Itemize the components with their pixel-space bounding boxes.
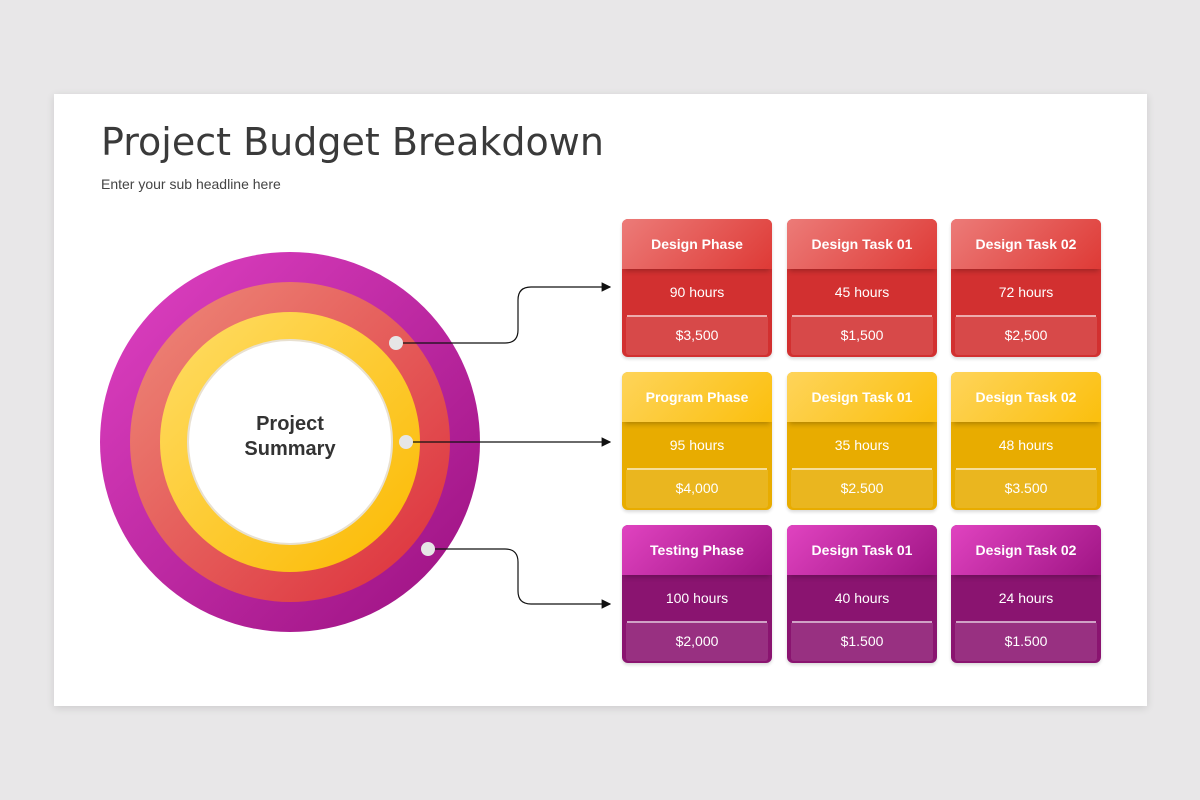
budget-card: Program Phase 95 hours $4,000 xyxy=(622,372,772,510)
card-hours: 40 hours xyxy=(834,590,890,606)
card-hours: 90 hours xyxy=(669,284,725,300)
card-price: $4,000 xyxy=(626,470,768,508)
center-line2: Summary xyxy=(244,438,336,460)
budget-card: Testing Phase 100 hours $2,000 xyxy=(622,525,772,663)
card-divider xyxy=(627,468,767,470)
connector-magenta xyxy=(428,548,612,609)
card-title: Design Task 01 xyxy=(787,525,937,575)
card-divider xyxy=(792,621,932,623)
budget-card: Design Task 02 24 hours $1.500 xyxy=(951,525,1101,663)
budget-card: Design Task 01 35 hours $2.500 xyxy=(787,372,937,510)
card-price: $1.500 xyxy=(955,623,1097,661)
card-title: Design Task 02 xyxy=(951,525,1101,575)
center-label: Project Summary xyxy=(190,412,390,462)
card-hours: 100 hours xyxy=(665,590,729,606)
card-price: $3.500 xyxy=(955,470,1097,508)
card-divider xyxy=(792,468,932,470)
card-price: $3,500 xyxy=(626,317,768,355)
budget-card: Design Task 01 45 hours $1,500 xyxy=(787,219,937,357)
page-title: Project Budget Breakdown xyxy=(101,120,604,164)
card-hours: 24 hours xyxy=(998,590,1054,606)
card-divider xyxy=(627,315,767,317)
center-circle xyxy=(187,339,393,545)
budget-card: Design Task 01 40 hours $1.500 xyxy=(787,525,937,663)
subtitle: Enter your sub headline here xyxy=(101,176,281,192)
card-divider xyxy=(627,621,767,623)
card-price: $1.500 xyxy=(791,623,933,661)
card-divider xyxy=(956,315,1096,317)
card-price: $2.500 xyxy=(791,470,933,508)
card-title: Design Phase xyxy=(622,219,772,269)
card-price: $2,000 xyxy=(626,623,768,661)
card-divider xyxy=(792,315,932,317)
card-title: Design Task 01 xyxy=(787,219,937,269)
dot-magenta xyxy=(421,542,435,556)
card-title: Testing Phase xyxy=(622,525,772,575)
card-divider xyxy=(956,468,1096,470)
budget-card: Design Phase 90 hours $3,500 xyxy=(622,219,772,357)
card-price: $1,500 xyxy=(791,317,933,355)
dot-yellow xyxy=(399,435,413,449)
card-divider xyxy=(956,621,1096,623)
card-hours: 35 hours xyxy=(834,437,890,453)
connector-red xyxy=(396,282,612,344)
budget-card: Design Task 02 72 hours $2,500 xyxy=(951,219,1101,357)
card-hours: 72 hours xyxy=(998,284,1054,300)
card-title: Design Task 02 xyxy=(951,219,1101,269)
card-price: $2,500 xyxy=(955,317,1097,355)
card-title: Design Task 01 xyxy=(787,372,937,422)
center-line1: Project xyxy=(256,413,324,435)
card-title: Design Task 02 xyxy=(951,372,1101,422)
card-title: Program Phase xyxy=(622,372,772,422)
dot-red xyxy=(389,336,403,350)
budget-card: Design Task 02 48 hours $3.500 xyxy=(951,372,1101,510)
card-hours: 48 hours xyxy=(998,437,1054,453)
card-hours: 45 hours xyxy=(834,284,890,300)
card-hours: 95 hours xyxy=(669,437,725,453)
